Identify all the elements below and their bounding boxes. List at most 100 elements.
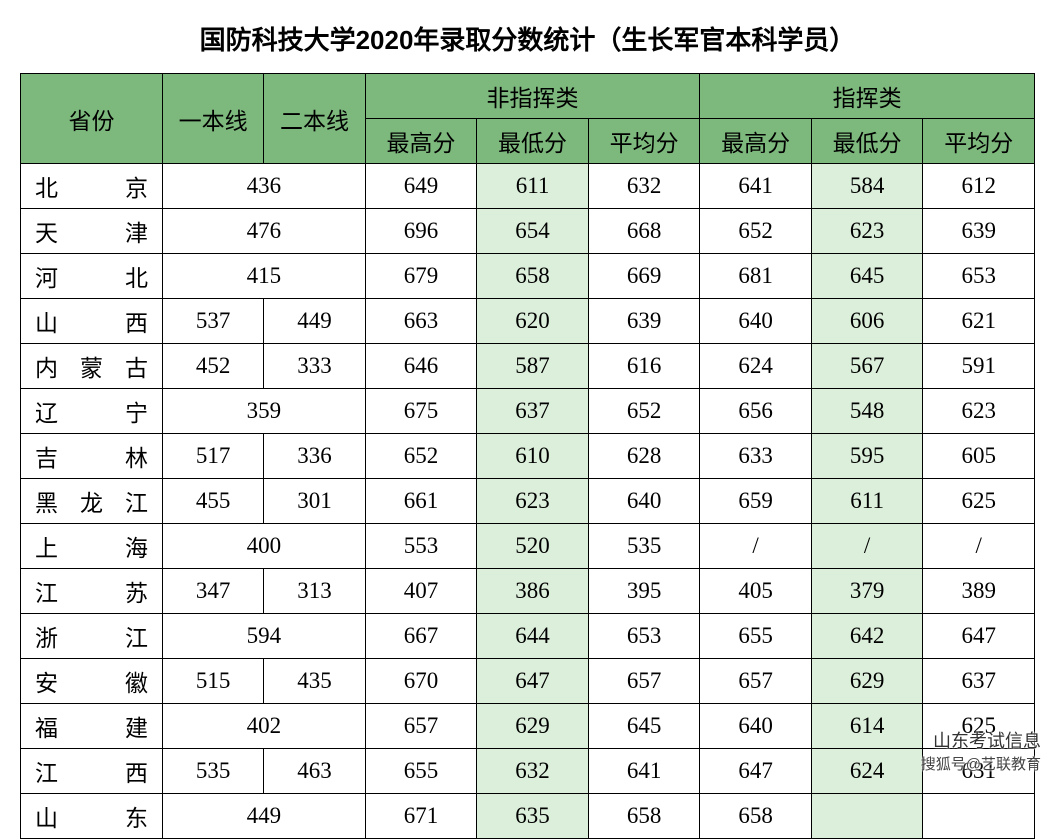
cell-province: 黑龙江 bbox=[21, 479, 163, 524]
col-cm-avg: 平均分 bbox=[923, 119, 1035, 164]
table-row: 北京436649611632641584612 bbox=[21, 164, 1035, 209]
cell-nc-min: 658 bbox=[477, 254, 589, 299]
cell-nc-avg: 641 bbox=[588, 749, 700, 794]
table-row: 黑龙江455301661623640659611625 bbox=[21, 479, 1035, 524]
cell-line2: 333 bbox=[264, 344, 365, 389]
cell-line-merged: 476 bbox=[162, 209, 365, 254]
cell-nc-max: 646 bbox=[365, 344, 477, 389]
cell-nc-avg: 657 bbox=[588, 659, 700, 704]
cell-cm-max: 640 bbox=[700, 299, 812, 344]
cell-nc-min: 620 bbox=[477, 299, 589, 344]
cell-line-merged: 449 bbox=[162, 794, 365, 839]
cell-cm-min: 595 bbox=[811, 434, 923, 479]
cell-cm-min: 606 bbox=[811, 299, 923, 344]
cell-cm-max: 641 bbox=[700, 164, 812, 209]
cell-cm-max: 659 bbox=[700, 479, 812, 524]
cell-nc-avg: 616 bbox=[588, 344, 700, 389]
cell-line1: 515 bbox=[162, 659, 263, 704]
cell-nc-max: 649 bbox=[365, 164, 477, 209]
col-nc-max: 最高分 bbox=[365, 119, 477, 164]
cell-cm-avg: 623 bbox=[923, 389, 1035, 434]
cell-nc-avg: 628 bbox=[588, 434, 700, 479]
cell-cm-avg: 647 bbox=[923, 614, 1035, 659]
cell-cm-min bbox=[811, 794, 923, 839]
cell-nc-avg: 652 bbox=[588, 389, 700, 434]
cell-line1: 452 bbox=[162, 344, 263, 389]
cell-province: 上海 bbox=[21, 524, 163, 569]
col-group-noncommand: 非指挥类 bbox=[365, 74, 700, 119]
cell-cm-avg: / bbox=[923, 524, 1035, 569]
cell-province: 河北 bbox=[21, 254, 163, 299]
cell-nc-max: 679 bbox=[365, 254, 477, 299]
cell-nc-min: 587 bbox=[477, 344, 589, 389]
cell-nc-max: 675 bbox=[365, 389, 477, 434]
cell-line1: 517 bbox=[162, 434, 263, 479]
cell-line2: 463 bbox=[264, 749, 365, 794]
cell-province: 江苏 bbox=[21, 569, 163, 614]
cell-cm-max: 656 bbox=[700, 389, 812, 434]
cell-province: 山东 bbox=[21, 794, 163, 839]
cell-nc-avg: 669 bbox=[588, 254, 700, 299]
cell-nc-min: 611 bbox=[477, 164, 589, 209]
cell-province: 福建 bbox=[21, 704, 163, 749]
cell-nc-avg: 658 bbox=[588, 794, 700, 839]
table-row: 天津476696654668652623639 bbox=[21, 209, 1035, 254]
cell-nc-min: 629 bbox=[477, 704, 589, 749]
cell-cm-min: 623 bbox=[811, 209, 923, 254]
cell-nc-avg: 653 bbox=[588, 614, 700, 659]
cell-cm-min: 379 bbox=[811, 569, 923, 614]
table-row: 江苏347313407386395405379389 bbox=[21, 569, 1035, 614]
cell-province: 辽宁 bbox=[21, 389, 163, 434]
cell-province: 江西 bbox=[21, 749, 163, 794]
cell-cm-max: 633 bbox=[700, 434, 812, 479]
cell-cm-max: / bbox=[700, 524, 812, 569]
table-row: 河北415679658669681645653 bbox=[21, 254, 1035, 299]
cell-cm-avg: 621 bbox=[923, 299, 1035, 344]
cell-line-merged: 415 bbox=[162, 254, 365, 299]
col-province: 省份 bbox=[21, 74, 163, 164]
cell-cm-avg: 637 bbox=[923, 659, 1035, 704]
cell-cm-max: 681 bbox=[700, 254, 812, 299]
cell-nc-max: 667 bbox=[365, 614, 477, 659]
cell-nc-min: 386 bbox=[477, 569, 589, 614]
cell-nc-avg: 639 bbox=[588, 299, 700, 344]
col-nc-avg: 平均分 bbox=[588, 119, 700, 164]
cell-province: 北京 bbox=[21, 164, 163, 209]
cell-nc-max: 652 bbox=[365, 434, 477, 479]
table-row: 辽宁359675637652656548623 bbox=[21, 389, 1035, 434]
cell-line2: 301 bbox=[264, 479, 365, 524]
cell-cm-min: 548 bbox=[811, 389, 923, 434]
cell-line1: 535 bbox=[162, 749, 263, 794]
table-row: 江西535463655632641647624631 bbox=[21, 749, 1035, 794]
cell-nc-max: 407 bbox=[365, 569, 477, 614]
cell-nc-max: 553 bbox=[365, 524, 477, 569]
cell-line-merged: 594 bbox=[162, 614, 365, 659]
cell-cm-min: 567 bbox=[811, 344, 923, 389]
cell-nc-min: 520 bbox=[477, 524, 589, 569]
cell-cm-max: 652 bbox=[700, 209, 812, 254]
cell-cm-max: 647 bbox=[700, 749, 812, 794]
cell-nc-min: 610 bbox=[477, 434, 589, 479]
col-group-command: 指挥类 bbox=[700, 74, 1035, 119]
cell-cm-min: / bbox=[811, 524, 923, 569]
cell-province: 内蒙古 bbox=[21, 344, 163, 389]
scores-table: 省份 一本线 二本线 非指挥类 指挥类 最高分 最低分 平均分 最高分 最低分 … bbox=[20, 73, 1035, 839]
cell-nc-avg: 668 bbox=[588, 209, 700, 254]
cell-line-merged: 402 bbox=[162, 704, 365, 749]
cell-line2: 435 bbox=[264, 659, 365, 704]
cell-cm-avg: 389 bbox=[923, 569, 1035, 614]
cell-province: 浙江 bbox=[21, 614, 163, 659]
cell-nc-min: 644 bbox=[477, 614, 589, 659]
cell-line2: 449 bbox=[264, 299, 365, 344]
cell-cm-avg: 631 bbox=[923, 749, 1035, 794]
cell-line-merged: 400 bbox=[162, 524, 365, 569]
cell-cm-avg: 625 bbox=[923, 704, 1035, 749]
table-row: 山东449671635658658 bbox=[21, 794, 1035, 839]
cell-nc-min: 623 bbox=[477, 479, 589, 524]
col-cm-min: 最低分 bbox=[811, 119, 923, 164]
cell-cm-avg: 639 bbox=[923, 209, 1035, 254]
page-title: 国防科技大学2020年录取分数统计（生长军官本科学员） bbox=[20, 20, 1035, 57]
cell-nc-min: 654 bbox=[477, 209, 589, 254]
cell-cm-max: 655 bbox=[700, 614, 812, 659]
cell-cm-max: 640 bbox=[700, 704, 812, 749]
